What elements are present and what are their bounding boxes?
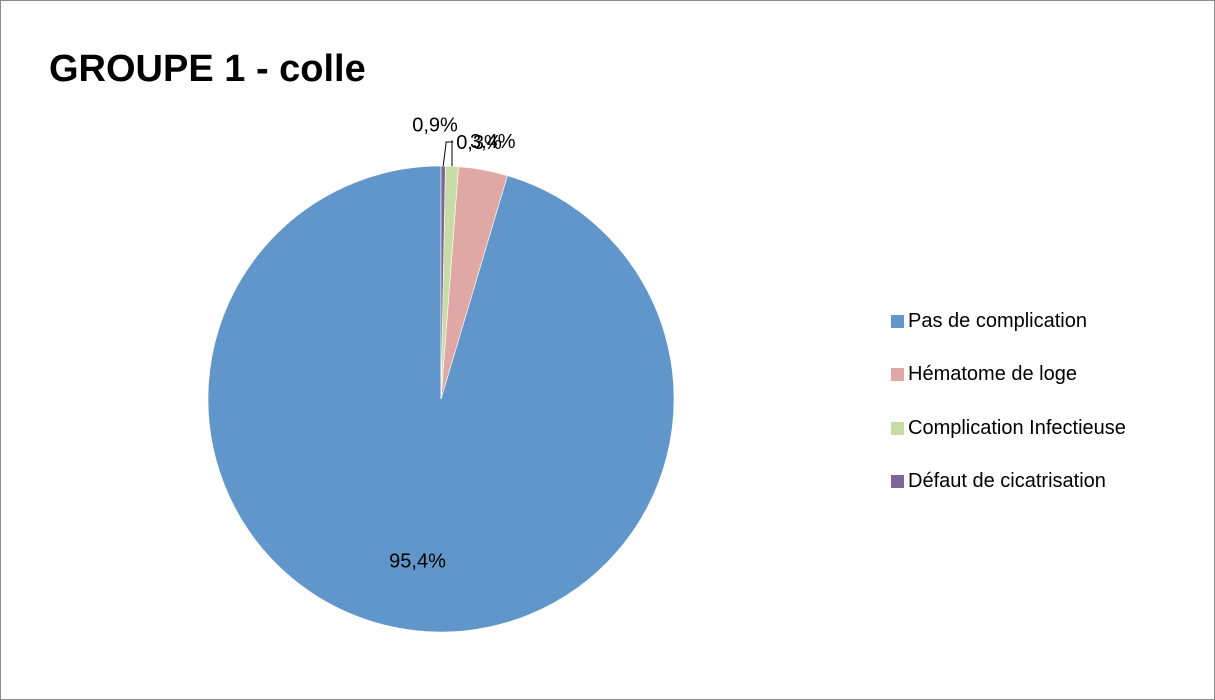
pie-slice-3 xyxy=(440,165,446,400)
legend-swatch xyxy=(891,421,904,435)
data-label-0: 95,4% xyxy=(389,550,446,572)
legend-swatch xyxy=(891,475,904,488)
legend-swatch xyxy=(891,314,904,328)
legend-label: Complication Infectieuse xyxy=(908,416,1126,439)
legend-item-defaut-de-cicatrisation: Défaut de cicatrisation xyxy=(891,469,1126,495)
data-label-1: 3,4% xyxy=(470,131,516,153)
legend-label: Défaut de cicatrisation xyxy=(908,470,1106,492)
legend-item-pas-de-complication: Pas de complication xyxy=(891,308,1126,334)
legend-swatch xyxy=(891,368,904,381)
data-label-3: 0,3% xyxy=(456,132,502,154)
legend-label: Hématome de loge xyxy=(908,363,1077,385)
legend-label: Pas de complication xyxy=(908,309,1087,332)
legend-item-complication-infectieuse: Complication Infectieuse xyxy=(891,415,1126,441)
chart-title: GROUPE 1 - colle xyxy=(49,48,366,90)
chart-legend: Pas de complication Hématome de loge Com… xyxy=(891,308,1126,522)
data-label-2: 0,9% xyxy=(412,114,458,136)
leader-line-3 xyxy=(442,141,454,167)
legend-item-hematome-de-loge: Hématome de loge xyxy=(891,362,1126,388)
